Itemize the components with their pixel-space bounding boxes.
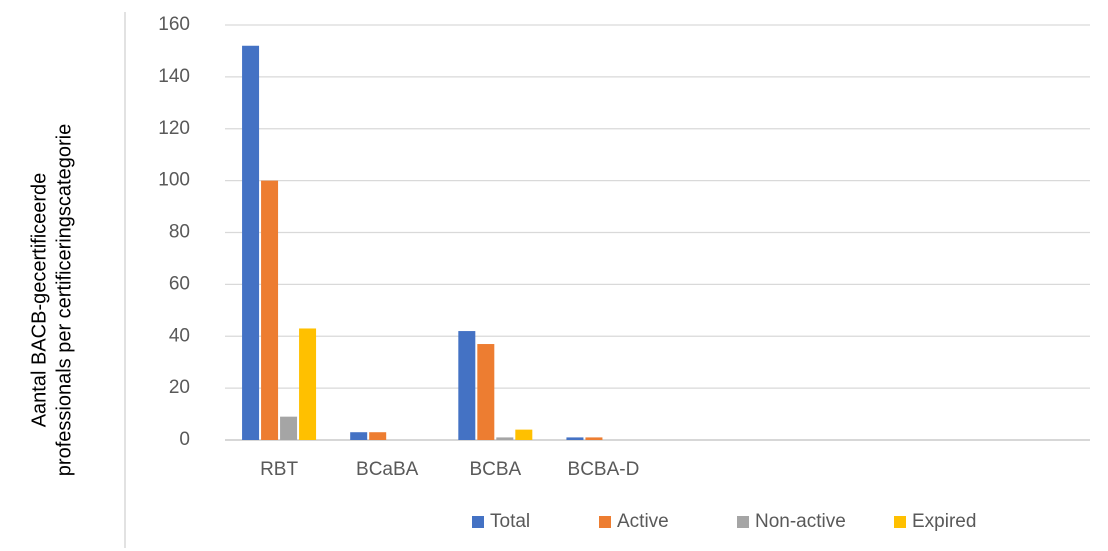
legend-swatch — [472, 516, 484, 528]
legend-label: Non-active — [755, 511, 846, 532]
bar — [496, 437, 514, 440]
y-tick-label: 20 — [169, 377, 190, 398]
x-tick-label: BCBA — [469, 459, 521, 480]
bar — [458, 331, 476, 440]
legend-label: Expired — [912, 511, 976, 532]
y-axis-label: professionals per certificeringscategori… — [53, 124, 75, 476]
y-axis-label: Aantal BACB-gecertificeerde — [28, 173, 50, 428]
y-tick-label: 40 — [169, 325, 190, 346]
y-tick-label: 0 — [179, 429, 190, 450]
bar — [280, 416, 298, 440]
y-tick-label: 120 — [158, 118, 190, 139]
y-tick-label: 140 — [158, 66, 190, 87]
x-tick-label: BCBA-D — [568, 459, 640, 480]
x-tick-label: BCaBA — [356, 459, 419, 480]
y-tick-label: 100 — [158, 170, 190, 191]
bar — [585, 437, 603, 440]
bar — [350, 432, 368, 440]
bar — [242, 45, 260, 440]
legend-swatch — [737, 516, 749, 528]
y-tick-label: 60 — [169, 273, 190, 294]
legend-label: Total — [490, 511, 530, 532]
bar — [369, 432, 387, 440]
y-tick-label: 160 — [158, 14, 190, 35]
bar — [566, 437, 584, 440]
y-tick-label: 80 — [169, 222, 190, 243]
x-tick-label: RBT — [260, 459, 298, 480]
legend-swatch — [599, 516, 611, 528]
legend-swatch — [894, 516, 906, 528]
bar — [515, 429, 533, 440]
bar — [261, 180, 279, 440]
legend-label: Active — [617, 511, 669, 532]
bar — [299, 328, 317, 440]
bar — [477, 344, 495, 440]
